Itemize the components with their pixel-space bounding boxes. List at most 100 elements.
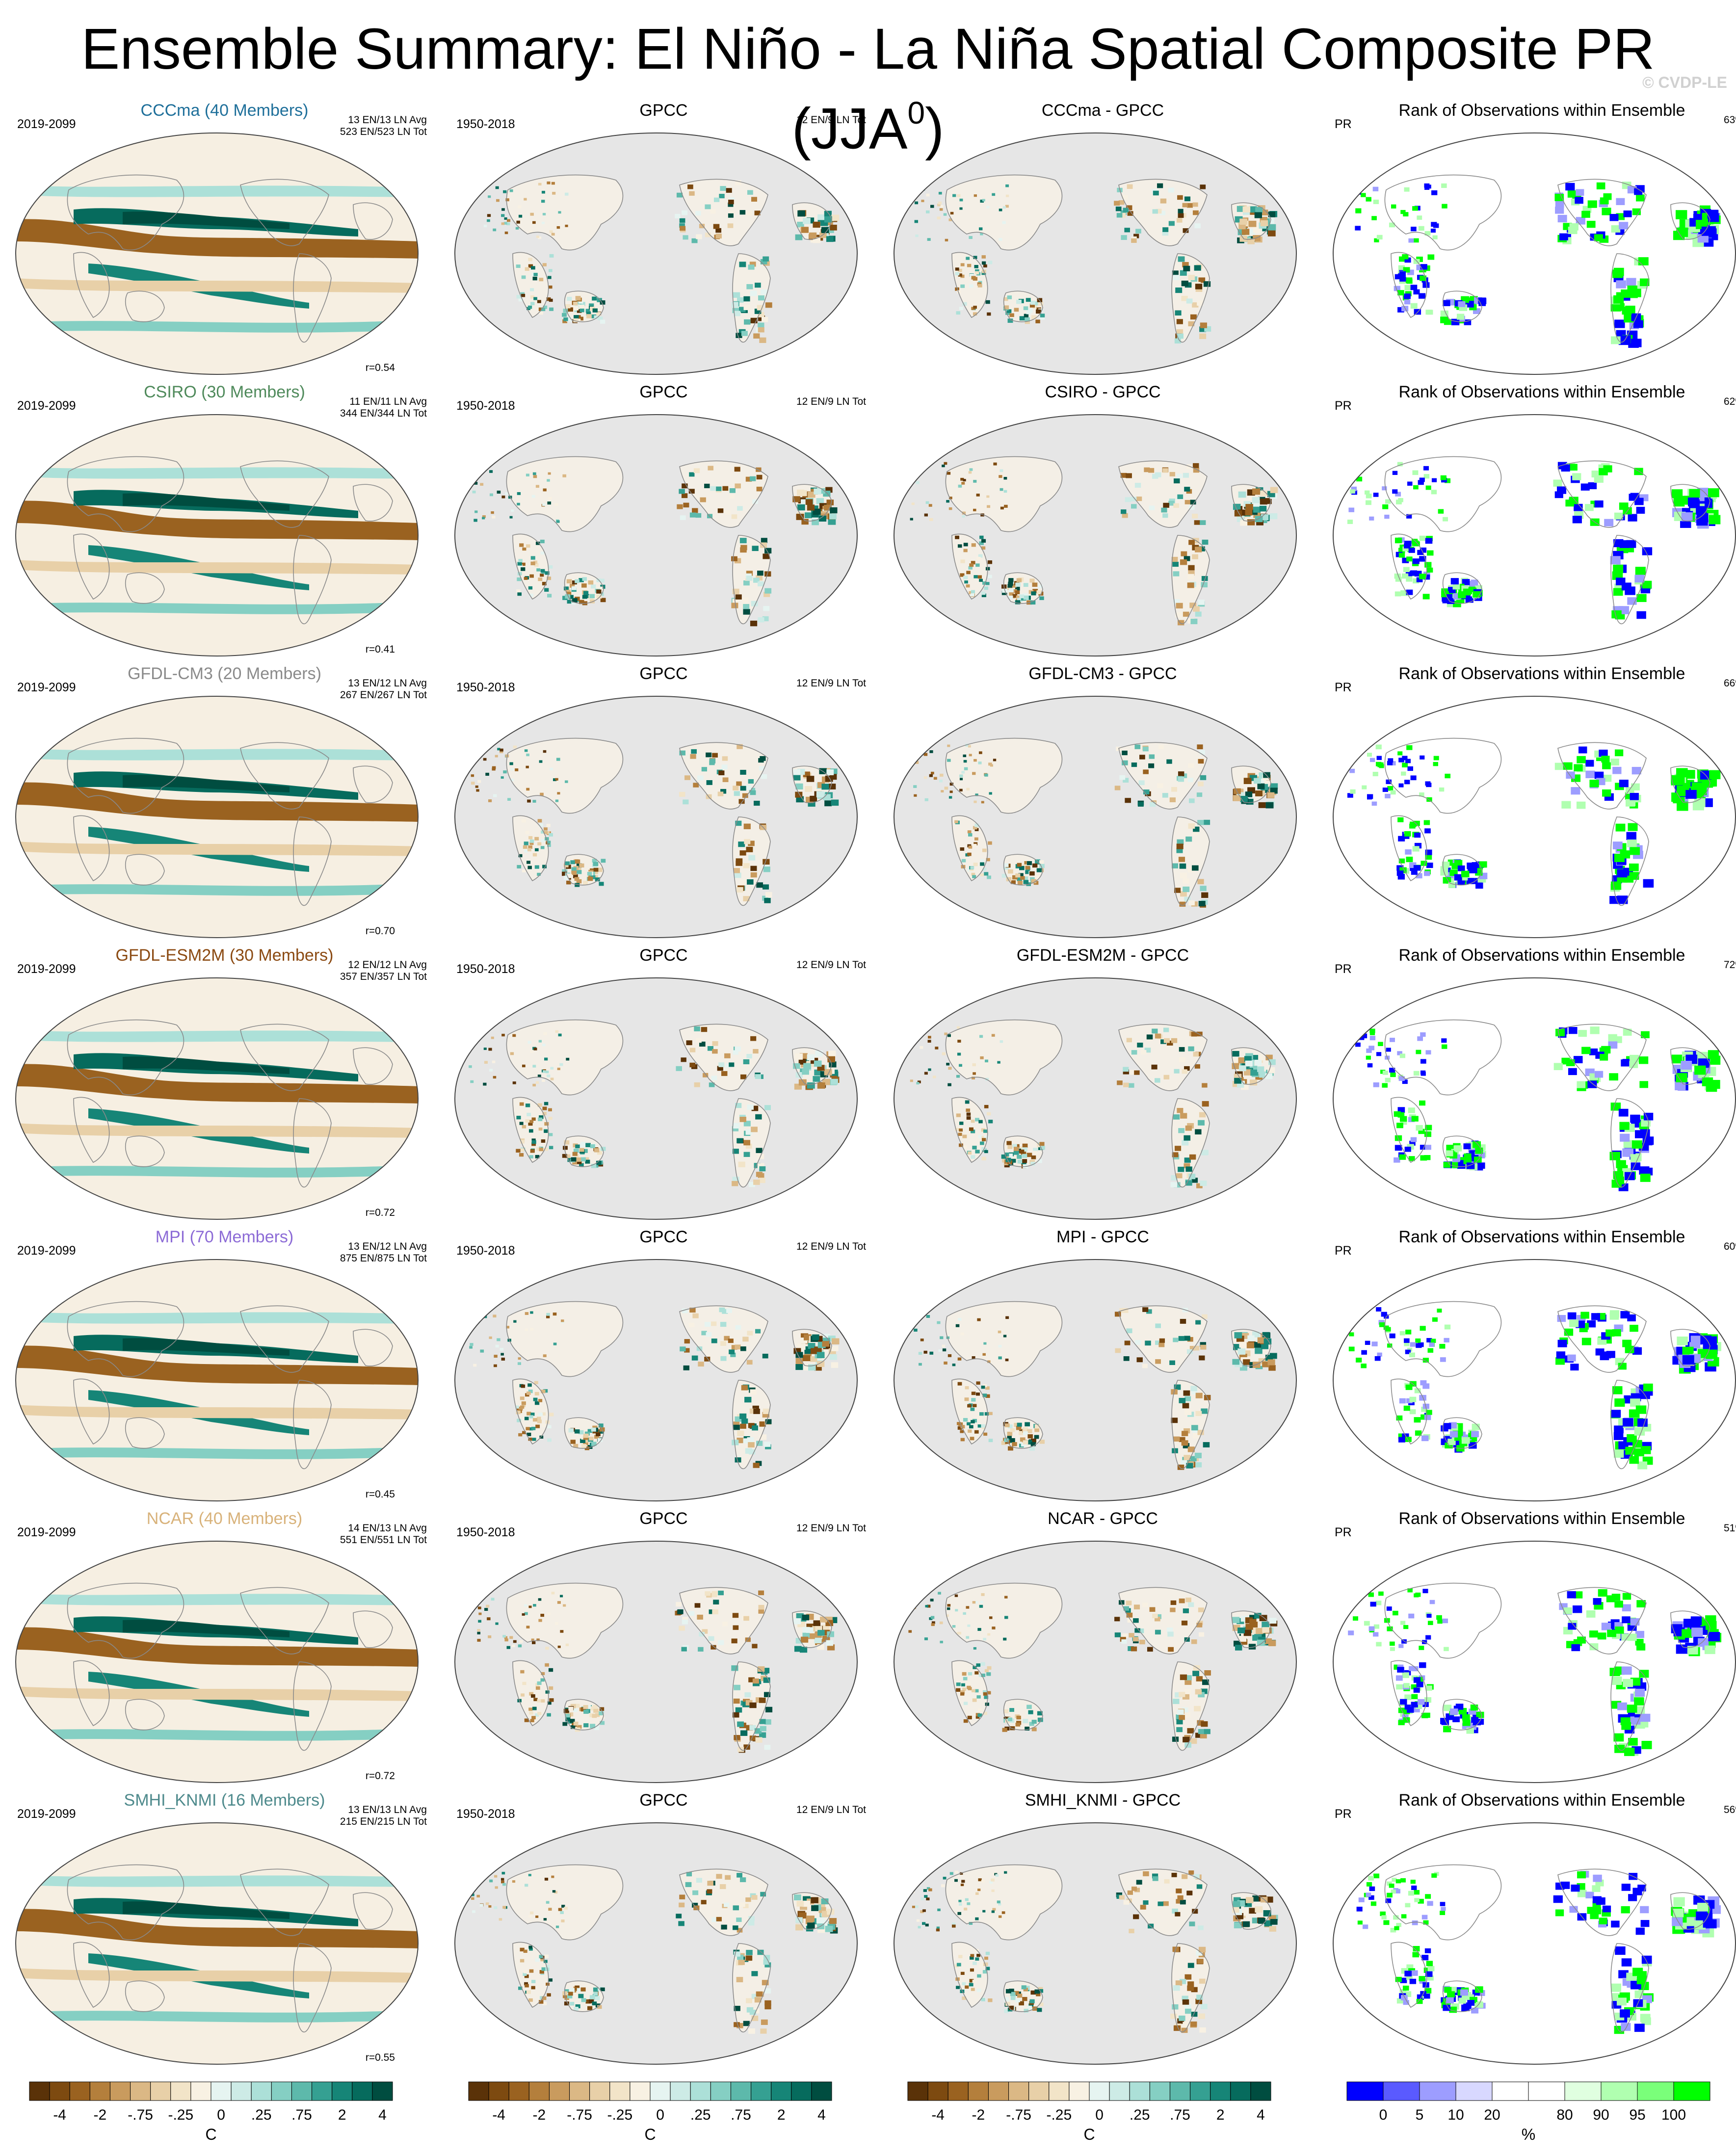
period-label: 2019-2099 <box>17 1807 76 1821</box>
period-label: 1950-2018 <box>456 399 515 413</box>
colorbar-tick: -.25 <box>1046 2107 1072 2123</box>
diff-panel-gfdl-esm2m: GFDL-ESM2M - GPCC <box>886 946 1320 1228</box>
copyright-label: © CVDP-LE <box>1642 74 1727 91</box>
period-label: 1950-2018 <box>456 1525 515 1539</box>
obs-panel-smhi_knmi: GPCC 1950-2018 12 EN/9 LN Tot <box>447 1790 881 2073</box>
period-label: 1950-2018 <box>456 962 515 976</box>
map-rank <box>1333 1541 1736 1783</box>
obs-counts: 12 EN/9 LN Tot <box>796 114 866 126</box>
colorbar-tick: -.75 <box>1006 2107 1031 2123</box>
colorbar-tick: 100 <box>1661 2107 1686 2123</box>
map-rank <box>1333 1259 1736 1501</box>
map-obs <box>454 977 858 1220</box>
panel-title: CSIRO - GPCC <box>1045 383 1161 401</box>
colorbar-tick: .75 <box>731 2107 751 2123</box>
colorbar-swatch <box>670 2081 691 2101</box>
colorbar-swatch <box>907 2081 928 2101</box>
map-model <box>15 1822 419 2065</box>
pattern-correlation: r=0.70 <box>365 925 395 937</box>
rank-panel-gfdl-cm3: Rank of Observations within Ensemble PR 66… <box>1325 664 1736 946</box>
panel-title: NCAR - GPCC <box>1048 1509 1158 1528</box>
tot-count: 344 EN/344 LN Tot <box>340 408 427 419</box>
panel-title: Rank of Observations within Ensemble <box>1398 664 1685 683</box>
panel-title: GPCC <box>639 946 688 965</box>
colorbar-tick: -2 <box>93 2107 107 2123</box>
colorbar-swatch <box>771 2081 792 2101</box>
model-panel-gfdl-esm2m: GFDL-ESM2M (30 Members) 2019-2099 12 EN/12… <box>7 946 442 1228</box>
colorbar-swatch <box>150 2081 171 2101</box>
colorbar-tick: 90 <box>1593 2107 1609 2123</box>
colorbar-swatch <box>1230 2081 1251 2101</box>
map-model <box>15 1541 419 1783</box>
obs-counts: 12 EN/9 LN Tot <box>796 1523 866 1534</box>
colorbar-swatch <box>352 2081 373 2101</box>
panel-title: CSIRO (30 Members) <box>144 383 305 401</box>
variable-label: PR <box>1335 117 1352 131</box>
period-label: 2019-2099 <box>17 681 76 694</box>
variable-label: PR <box>1335 399 1352 413</box>
obs-panel-mpi: GPCC 1950-2018 12 EN/9 LN Tot <box>447 1227 881 1509</box>
colorbar-tick: -2 <box>532 2107 546 2123</box>
map-rank <box>1333 414 1736 657</box>
rank-percent: 72% <box>1723 959 1736 971</box>
panel-title: GPCC <box>639 101 688 120</box>
colorbar-swatch <box>1492 2081 1529 2101</box>
diff-panel-gfdl-cm3: GFDL-CM3 - GPCC <box>886 664 1320 946</box>
map-diff <box>894 414 1297 657</box>
colorbar-swatch <box>968 2081 989 2101</box>
obs-panel-ncar: GPCC 1950-2018 12 EN/9 LN Tot <box>447 1509 881 1791</box>
colorbar-tick: 4 <box>817 2107 826 2123</box>
colorbar-swatch <box>271 2081 292 2101</box>
panel-title: GFDL-CM3 (20 Members) <box>128 664 321 683</box>
colorbar-swatch <box>1455 2081 1493 2101</box>
avg-count: 12 EN/12 LN Avg <box>348 959 427 971</box>
avg-count: 13 EN/13 LN Avg <box>348 1804 427 1815</box>
model-panel-smhi_knmi: SMHI_KNMI (16 Members) 2019-2099 13 EN/13 … <box>7 1790 442 2073</box>
colorbar-tick: -4 <box>931 2107 945 2123</box>
period-label: 2019-2099 <box>17 1244 76 1258</box>
variable-label: PR <box>1335 1525 1352 1539</box>
colorbar-swatch <box>650 2081 671 2101</box>
diff-panel-smhi_knmi: SMHI_KNMI - GPCC <box>886 1790 1320 2073</box>
colorbar-swatch <box>291 2081 313 2101</box>
colorbar-swatch <box>29 2081 50 2101</box>
variable-label: PR <box>1335 681 1352 694</box>
avg-count: 13 EN/12 LN Avg <box>348 678 427 689</box>
event-counts: 11 EN/11 LN Avg 344 EN/344 LN Tot <box>340 396 427 420</box>
pattern-correlation: r=0.54 <box>365 362 395 373</box>
event-counts: 13 EN/12 LN Avg 875 EN/875 LN Tot <box>340 1241 427 1264</box>
rank-panel-ncar: Rank of Observations within Ensemble PR 51… <box>1325 1509 1736 1791</box>
colorbar-swatch <box>1069 2081 1090 2101</box>
map-rank <box>1333 132 1736 375</box>
diff-panel-ncar: NCAR - GPCC <box>886 1509 1320 1791</box>
colorbar-unit: % <box>1521 2126 1536 2143</box>
map-model <box>15 1259 419 1501</box>
colorbar-swatch <box>569 2081 590 2101</box>
pattern-correlation: r=0.55 <box>365 2052 395 2063</box>
colorbar-swatch <box>1637 2081 1674 2101</box>
variable-label: PR <box>1335 1244 1352 1258</box>
diff-panel-mpi: MPI - GPCC <box>886 1227 1320 1509</box>
map-diff <box>894 132 1297 375</box>
colorbar-rank: 0 5 10 20 80 90 95 100% <box>1342 2079 1715 2148</box>
colorbar-swatch <box>1250 2081 1271 2101</box>
avg-count: 13 EN/12 LN Avg <box>348 1241 427 1252</box>
event-counts: 14 EN/13 LN Avg 551 EN/551 LN Tot <box>340 1523 427 1546</box>
map-diff <box>894 1259 1297 1501</box>
pattern-correlation: r=0.72 <box>365 1770 395 1782</box>
colorbar-swatch <box>1049 2081 1070 2101</box>
diff-panel-cccma: CCCma - GPCC <box>886 101 1320 383</box>
map-rank <box>1333 696 1736 938</box>
colorbar-tick: 2 <box>1216 2107 1225 2123</box>
colorbar-swatch <box>130 2081 151 2101</box>
obs-counts: 12 EN/9 LN Tot <box>796 678 866 689</box>
event-counts: 13 EN/13 LN Avg 215 EN/215 LN Tot <box>340 1804 427 1828</box>
period-label: 2019-2099 <box>17 1525 76 1539</box>
colorbar-swatch <box>811 2081 832 2101</box>
panel-title: SMHI_KNMI - GPCC <box>1025 1791 1181 1810</box>
panel-title: GPCC <box>639 1228 688 1246</box>
colorbar-tick: 2 <box>777 2107 786 2123</box>
tot-count: 551 EN/551 LN Tot <box>340 1534 427 1546</box>
panel-title: GFDL-CM3 - GPCC <box>1028 664 1177 683</box>
tot-count: 875 EN/875 LN Tot <box>340 1253 427 1264</box>
